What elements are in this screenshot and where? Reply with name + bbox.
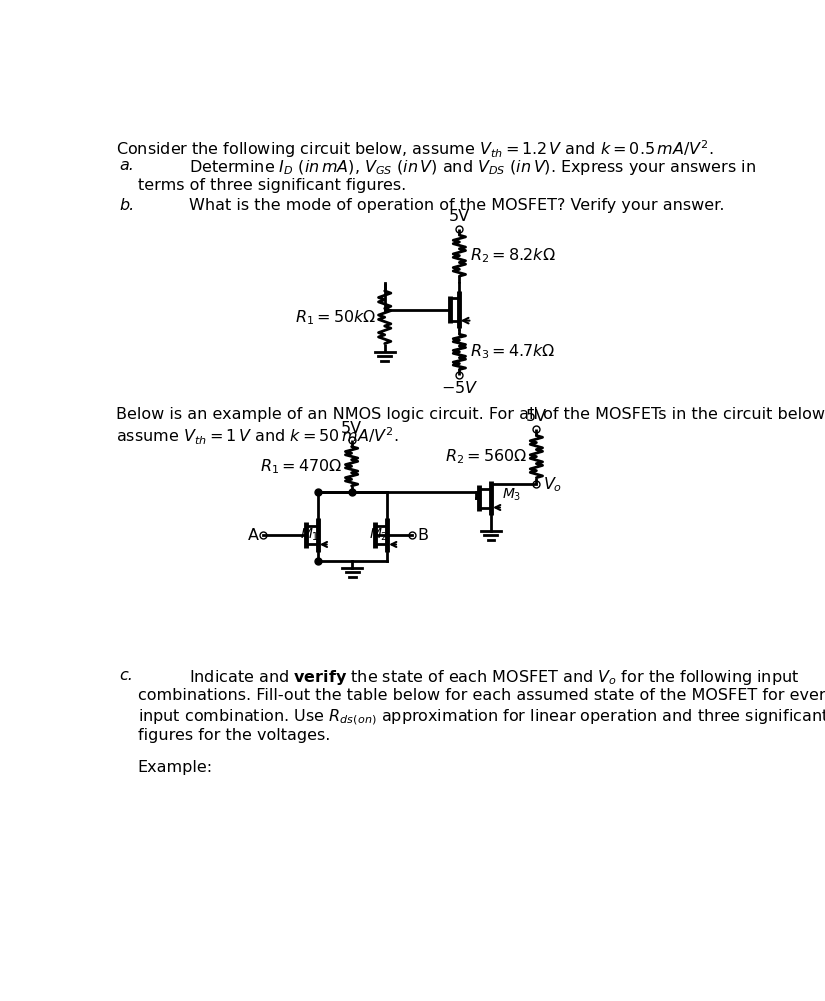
Text: What is the mode of operation of the MOSFET? Verify your answer.: What is the mode of operation of the MOS… (189, 198, 724, 213)
Text: $M_3$: $M_3$ (502, 486, 521, 503)
Text: c.: c. (119, 668, 133, 683)
Text: $M_2$: $M_2$ (369, 527, 388, 544)
Text: 5V: 5V (341, 420, 362, 435)
Text: $M_1$: $M_1$ (299, 527, 318, 544)
Text: figures for the voltages.: figures for the voltages. (138, 728, 330, 743)
Text: $R_1 = 50k\Omega$: $R_1 = 50k\Omega$ (295, 308, 377, 326)
Text: combinations. Fill-out the table below for each assumed state of the MOSFET for : combinations. Fill-out the table below f… (138, 688, 825, 703)
Text: a.: a. (119, 158, 134, 173)
Text: Consider the following circuit below, assume $V_{th} = 1.2\,V$ and $k = 0.5\,mA/: Consider the following circuit below, as… (116, 138, 714, 159)
Text: Example:: Example: (138, 760, 213, 775)
Text: input combination. Use $R_{ds(on)}$ approximation for linear operation and three: input combination. Use $R_{ds(on)}$ appr… (138, 708, 825, 728)
Text: Indicate and $\mathbf{verify}$ the state of each MOSFET and $V_o$ for the follow: Indicate and $\mathbf{verify}$ the state… (189, 668, 799, 687)
Text: $R_1 = 470\Omega$: $R_1 = 470\Omega$ (260, 456, 342, 475)
Text: A: A (248, 528, 259, 543)
Text: $R_3 = 4.7k\Omega$: $R_3 = 4.7k\Omega$ (470, 342, 555, 361)
Text: $R_2 = 8.2k\Omega$: $R_2 = 8.2k\Omega$ (470, 246, 556, 265)
Text: 5V: 5V (449, 209, 470, 224)
Text: $R_2 = 560\Omega$: $R_2 = 560\Omega$ (445, 447, 527, 465)
Text: Below is an example of an NMOS logic circuit. For all of the MOSFETs in the circ: Below is an example of an NMOS logic cir… (116, 407, 825, 422)
Text: assume $V_{th} = 1\,V$ and $k = 50\,mA/V^2$.: assume $V_{th} = 1\,V$ and $k = 50\,mA/V… (116, 425, 398, 447)
Text: terms of three significant figures.: terms of three significant figures. (138, 178, 406, 193)
Text: B: B (417, 528, 428, 543)
Text: $V_o$: $V_o$ (543, 475, 562, 493)
Text: 5V: 5V (526, 409, 547, 424)
Text: b.: b. (119, 198, 134, 213)
Text: Determine $I_D$ $(in\,mA)$, $V_{GS}$ $(in\,V)$ and $V_{DS}$ $(in\,V)$. Express y: Determine $I_D$ $(in\,mA)$, $V_{GS}$ $(i… (189, 158, 756, 177)
Text: $-5V$: $-5V$ (441, 379, 478, 395)
